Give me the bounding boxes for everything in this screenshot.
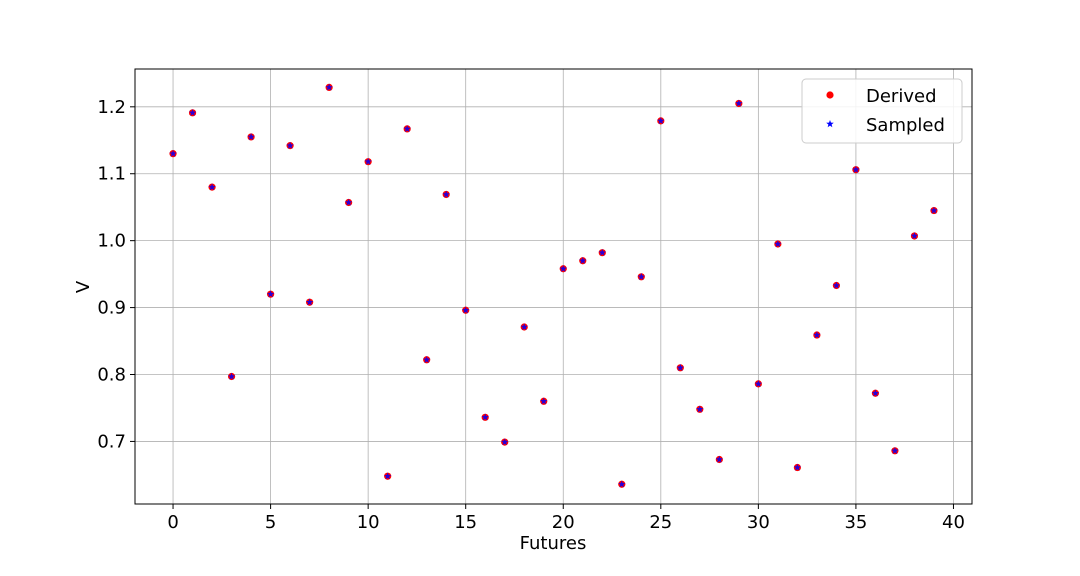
data-point <box>618 480 626 488</box>
data-point <box>227 372 236 380</box>
grid <box>135 69 972 504</box>
data-point <box>286 141 294 149</box>
data-point <box>657 117 665 124</box>
plot-frame <box>134 68 973 505</box>
y-axis-label: V <box>73 280 94 293</box>
y-tick-label: 0.9 <box>97 298 126 319</box>
x-tick-label: 10 <box>357 512 380 533</box>
data-point <box>345 198 353 206</box>
axis-ticks: 0 5 10 15 20 25 30 35 40 0.7 0.8 0.9 1.0 1.1 1.2 <box>97 97 965 533</box>
data-point <box>891 447 899 454</box>
legend-marker-sampled <box>826 120 834 128</box>
data-point <box>520 323 528 331</box>
data-point <box>637 273 645 280</box>
data-point <box>910 232 919 240</box>
legend-marker-derived <box>826 91 834 99</box>
data-point <box>540 397 548 405</box>
data-point <box>696 405 704 413</box>
data-point <box>774 240 782 248</box>
x-tick-label: 5 <box>265 512 276 533</box>
data-point <box>188 109 197 116</box>
y-tick-label: 1.0 <box>97 231 126 252</box>
data-point <box>325 83 333 91</box>
data-point <box>481 413 489 421</box>
y-tick-label: 0.8 <box>97 365 126 386</box>
data-point <box>579 256 587 264</box>
data-point <box>442 190 450 198</box>
x-tick-label: 15 <box>454 512 477 533</box>
data-point <box>306 298 314 306</box>
y-tick-label: 1.1 <box>97 164 126 185</box>
data-point <box>676 364 684 371</box>
x-tick-label: 35 <box>844 512 867 533</box>
data-point <box>423 355 431 363</box>
data-point <box>832 281 841 289</box>
series-sampled <box>169 83 938 488</box>
data-point <box>871 389 880 397</box>
data-point <box>208 183 216 191</box>
y-tick-label: 0.7 <box>97 431 126 452</box>
data-point <box>715 455 723 463</box>
data-point <box>735 99 743 107</box>
data-point <box>462 306 470 314</box>
x-axis-label: Futures <box>520 533 587 554</box>
data-point <box>403 125 411 132</box>
legend-box <box>801 78 963 144</box>
data-point <box>384 472 392 480</box>
data-point <box>793 463 801 471</box>
x-tick-label: 25 <box>649 512 672 533</box>
legend-label-sampled: Sampled <box>866 115 945 136</box>
x-tick-label: 30 <box>747 512 770 533</box>
x-tick-label: 20 <box>552 512 575 533</box>
data-point <box>930 206 938 214</box>
data-point <box>501 438 509 446</box>
x-tick-label: 0 <box>167 512 178 533</box>
data-point <box>169 149 177 157</box>
data-point <box>266 290 275 298</box>
data-point <box>598 248 606 256</box>
x-tick-label: 40 <box>942 512 965 533</box>
data-points <box>169 83 938 488</box>
data-point <box>852 165 860 173</box>
series-derived <box>169 83 938 488</box>
legend-label-derived: Derived <box>866 86 937 107</box>
data-point <box>813 331 821 339</box>
legend: Derived Sampled <box>801 78 963 144</box>
data-point <box>559 264 567 272</box>
data-point <box>754 380 762 387</box>
data-point <box>364 157 372 165</box>
y-tick-label: 1.2 <box>97 97 126 118</box>
data-point <box>247 133 255 140</box>
